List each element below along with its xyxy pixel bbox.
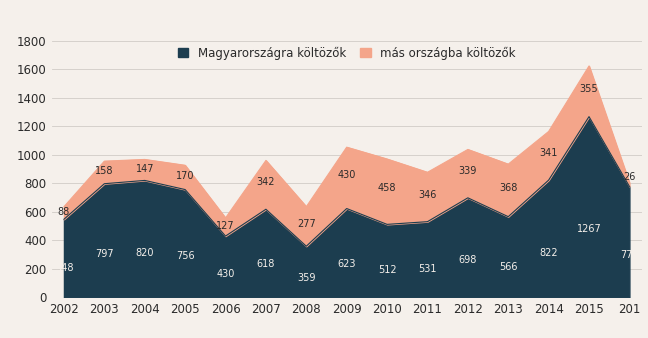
Text: 26: 26: [623, 172, 636, 182]
Text: 512: 512: [378, 265, 397, 275]
Text: 346: 346: [418, 190, 437, 199]
Text: 342: 342: [257, 177, 275, 187]
Text: 277: 277: [297, 219, 316, 230]
Text: 820: 820: [135, 248, 154, 258]
Text: 531: 531: [418, 264, 437, 274]
Text: 548: 548: [54, 263, 73, 273]
Text: 756: 756: [176, 251, 194, 261]
Text: 127: 127: [216, 221, 235, 231]
Text: 797: 797: [95, 249, 113, 259]
Text: 170: 170: [176, 171, 194, 181]
Text: 339: 339: [459, 166, 477, 176]
Text: 341: 341: [539, 148, 558, 159]
Text: 158: 158: [95, 166, 113, 176]
Text: 1267: 1267: [577, 224, 601, 234]
Text: 566: 566: [499, 262, 518, 272]
Text: 147: 147: [135, 164, 154, 174]
Text: 458: 458: [378, 184, 397, 193]
Text: 822: 822: [539, 248, 558, 258]
Text: 778: 778: [620, 250, 639, 260]
Text: 368: 368: [499, 183, 517, 193]
Text: 430: 430: [216, 269, 235, 279]
Text: 359: 359: [297, 273, 316, 283]
Text: 430: 430: [338, 170, 356, 180]
Text: 618: 618: [257, 259, 275, 269]
Text: 623: 623: [338, 259, 356, 269]
Legend: Magyarországra költözők, más országba költözők: Magyarországra költözők, más országba kö…: [178, 46, 516, 59]
Text: 88: 88: [58, 207, 70, 217]
Text: 698: 698: [459, 255, 477, 265]
Text: 355: 355: [580, 84, 598, 94]
